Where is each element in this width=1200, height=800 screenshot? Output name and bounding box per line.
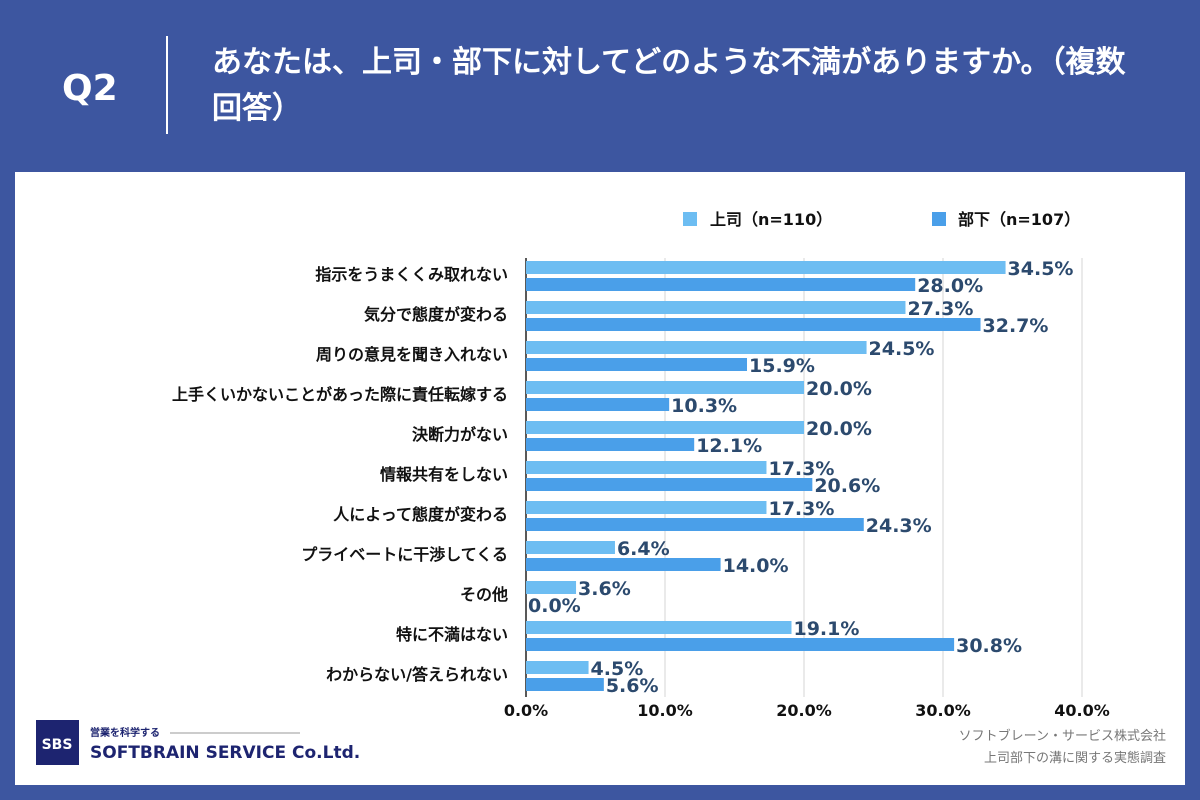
- legend-swatch-subordinate: [932, 212, 946, 226]
- value-label: 24.3%: [866, 515, 932, 537]
- value-label: 32.7%: [983, 315, 1049, 337]
- category-label: 気分で態度が変わる: [364, 305, 508, 324]
- x-tick-label: 20.0%: [776, 701, 832, 720]
- bar-boss: [526, 261, 1006, 274]
- legend-label-subordinate: 部下（n=107）: [958, 210, 1080, 229]
- bar-subordinate: [526, 278, 916, 291]
- value-label: 28.0%: [917, 275, 983, 297]
- bar-boss: [526, 581, 577, 594]
- bar-subordinate: [526, 318, 981, 331]
- page-title: あなたは、上司・部下に対してどのような不満がありますか。（複数回答）: [212, 45, 1126, 126]
- bar-boss: [526, 541, 615, 554]
- bar-subordinate: [526, 678, 604, 691]
- category-label: 決断力がない: [412, 425, 508, 444]
- value-label: 24.5%: [869, 338, 935, 360]
- value-label: 15.9%: [749, 355, 815, 377]
- logo-text: SBS: [42, 737, 73, 753]
- question-number: Q2: [62, 68, 118, 109]
- category-label: 人によって態度が変わる: [333, 505, 508, 524]
- bar-boss: [526, 501, 767, 514]
- legend-swatch-boss: [683, 212, 697, 226]
- value-label: 20.6%: [814, 475, 880, 497]
- bar-boss: [526, 341, 867, 354]
- bar-subordinate: [526, 478, 813, 491]
- value-label: 14.0%: [723, 555, 789, 577]
- value-label: 17.3%: [768, 458, 834, 480]
- bar-boss: [526, 621, 792, 634]
- bar-subordinate: [526, 438, 695, 451]
- x-tick-label: 30.0%: [915, 701, 971, 720]
- logo-company: SOFTBRAIN SERVICE Co.Ltd.: [90, 743, 360, 763]
- value-label: 20.0%: [806, 378, 872, 400]
- source-survey: 上司部下の溝に関する実態調査: [984, 750, 1166, 766]
- value-label: 20.0%: [806, 418, 872, 440]
- logo-mark: [36, 720, 79, 765]
- legend: 上司（n=110） 部下（n=107）: [683, 210, 1080, 229]
- value-label: 4.5%: [591, 658, 644, 680]
- bar-subordinate: [526, 518, 864, 531]
- logo-tagline: 営業を科学する: [90, 726, 160, 739]
- bar-boss: [526, 421, 804, 434]
- legend-label-boss: 上司（n=110）: [710, 210, 832, 229]
- category-label: 特に不満はない: [396, 625, 508, 644]
- logo: SBS 営業を科学する SOFTBRAIN SERVICE Co.Ltd.: [36, 720, 360, 765]
- value-label: 19.1%: [793, 618, 859, 640]
- x-tick-label: 40.0%: [1054, 701, 1110, 720]
- category-label: 上手くいかないことがあった際に責任転嫁する: [172, 385, 508, 404]
- value-label: 0.0%: [528, 595, 581, 617]
- source-company: ソフトブレーン・サービス株式会社: [959, 728, 1166, 744]
- value-label: 30.8%: [956, 635, 1022, 657]
- value-label: 12.1%: [696, 435, 762, 457]
- bar-subordinate: [526, 358, 748, 371]
- bar-boss: [526, 661, 589, 674]
- x-tick-label: 0.0%: [504, 701, 548, 720]
- category-label: プライベートに干渉してくる: [301, 545, 508, 564]
- value-label: 5.6%: [606, 675, 659, 697]
- bar-boss: [526, 381, 804, 394]
- category-label: 情報共有をしない: [380, 465, 508, 484]
- category-label: わからない/答えられない: [326, 665, 508, 684]
- value-label: 3.6%: [578, 578, 631, 600]
- category-label: 周りの意見を聞き入れない: [316, 345, 508, 364]
- x-tick-label: 10.0%: [637, 701, 693, 720]
- bar-subordinate: [526, 558, 721, 571]
- bar-subordinate: [526, 638, 955, 651]
- value-label: 27.3%: [907, 298, 973, 320]
- header-divider: [166, 36, 168, 134]
- bar-subordinate: [526, 398, 670, 411]
- value-label: 10.3%: [671, 395, 737, 417]
- bar-boss: [526, 301, 906, 314]
- category-label: その他: [460, 585, 508, 604]
- bar-boss: [526, 461, 767, 474]
- value-label: 6.4%: [617, 538, 670, 560]
- value-label: 17.3%: [768, 498, 834, 520]
- value-label: 34.5%: [1008, 258, 1074, 280]
- category-label: 指示をうまくくみ取れない: [315, 265, 508, 284]
